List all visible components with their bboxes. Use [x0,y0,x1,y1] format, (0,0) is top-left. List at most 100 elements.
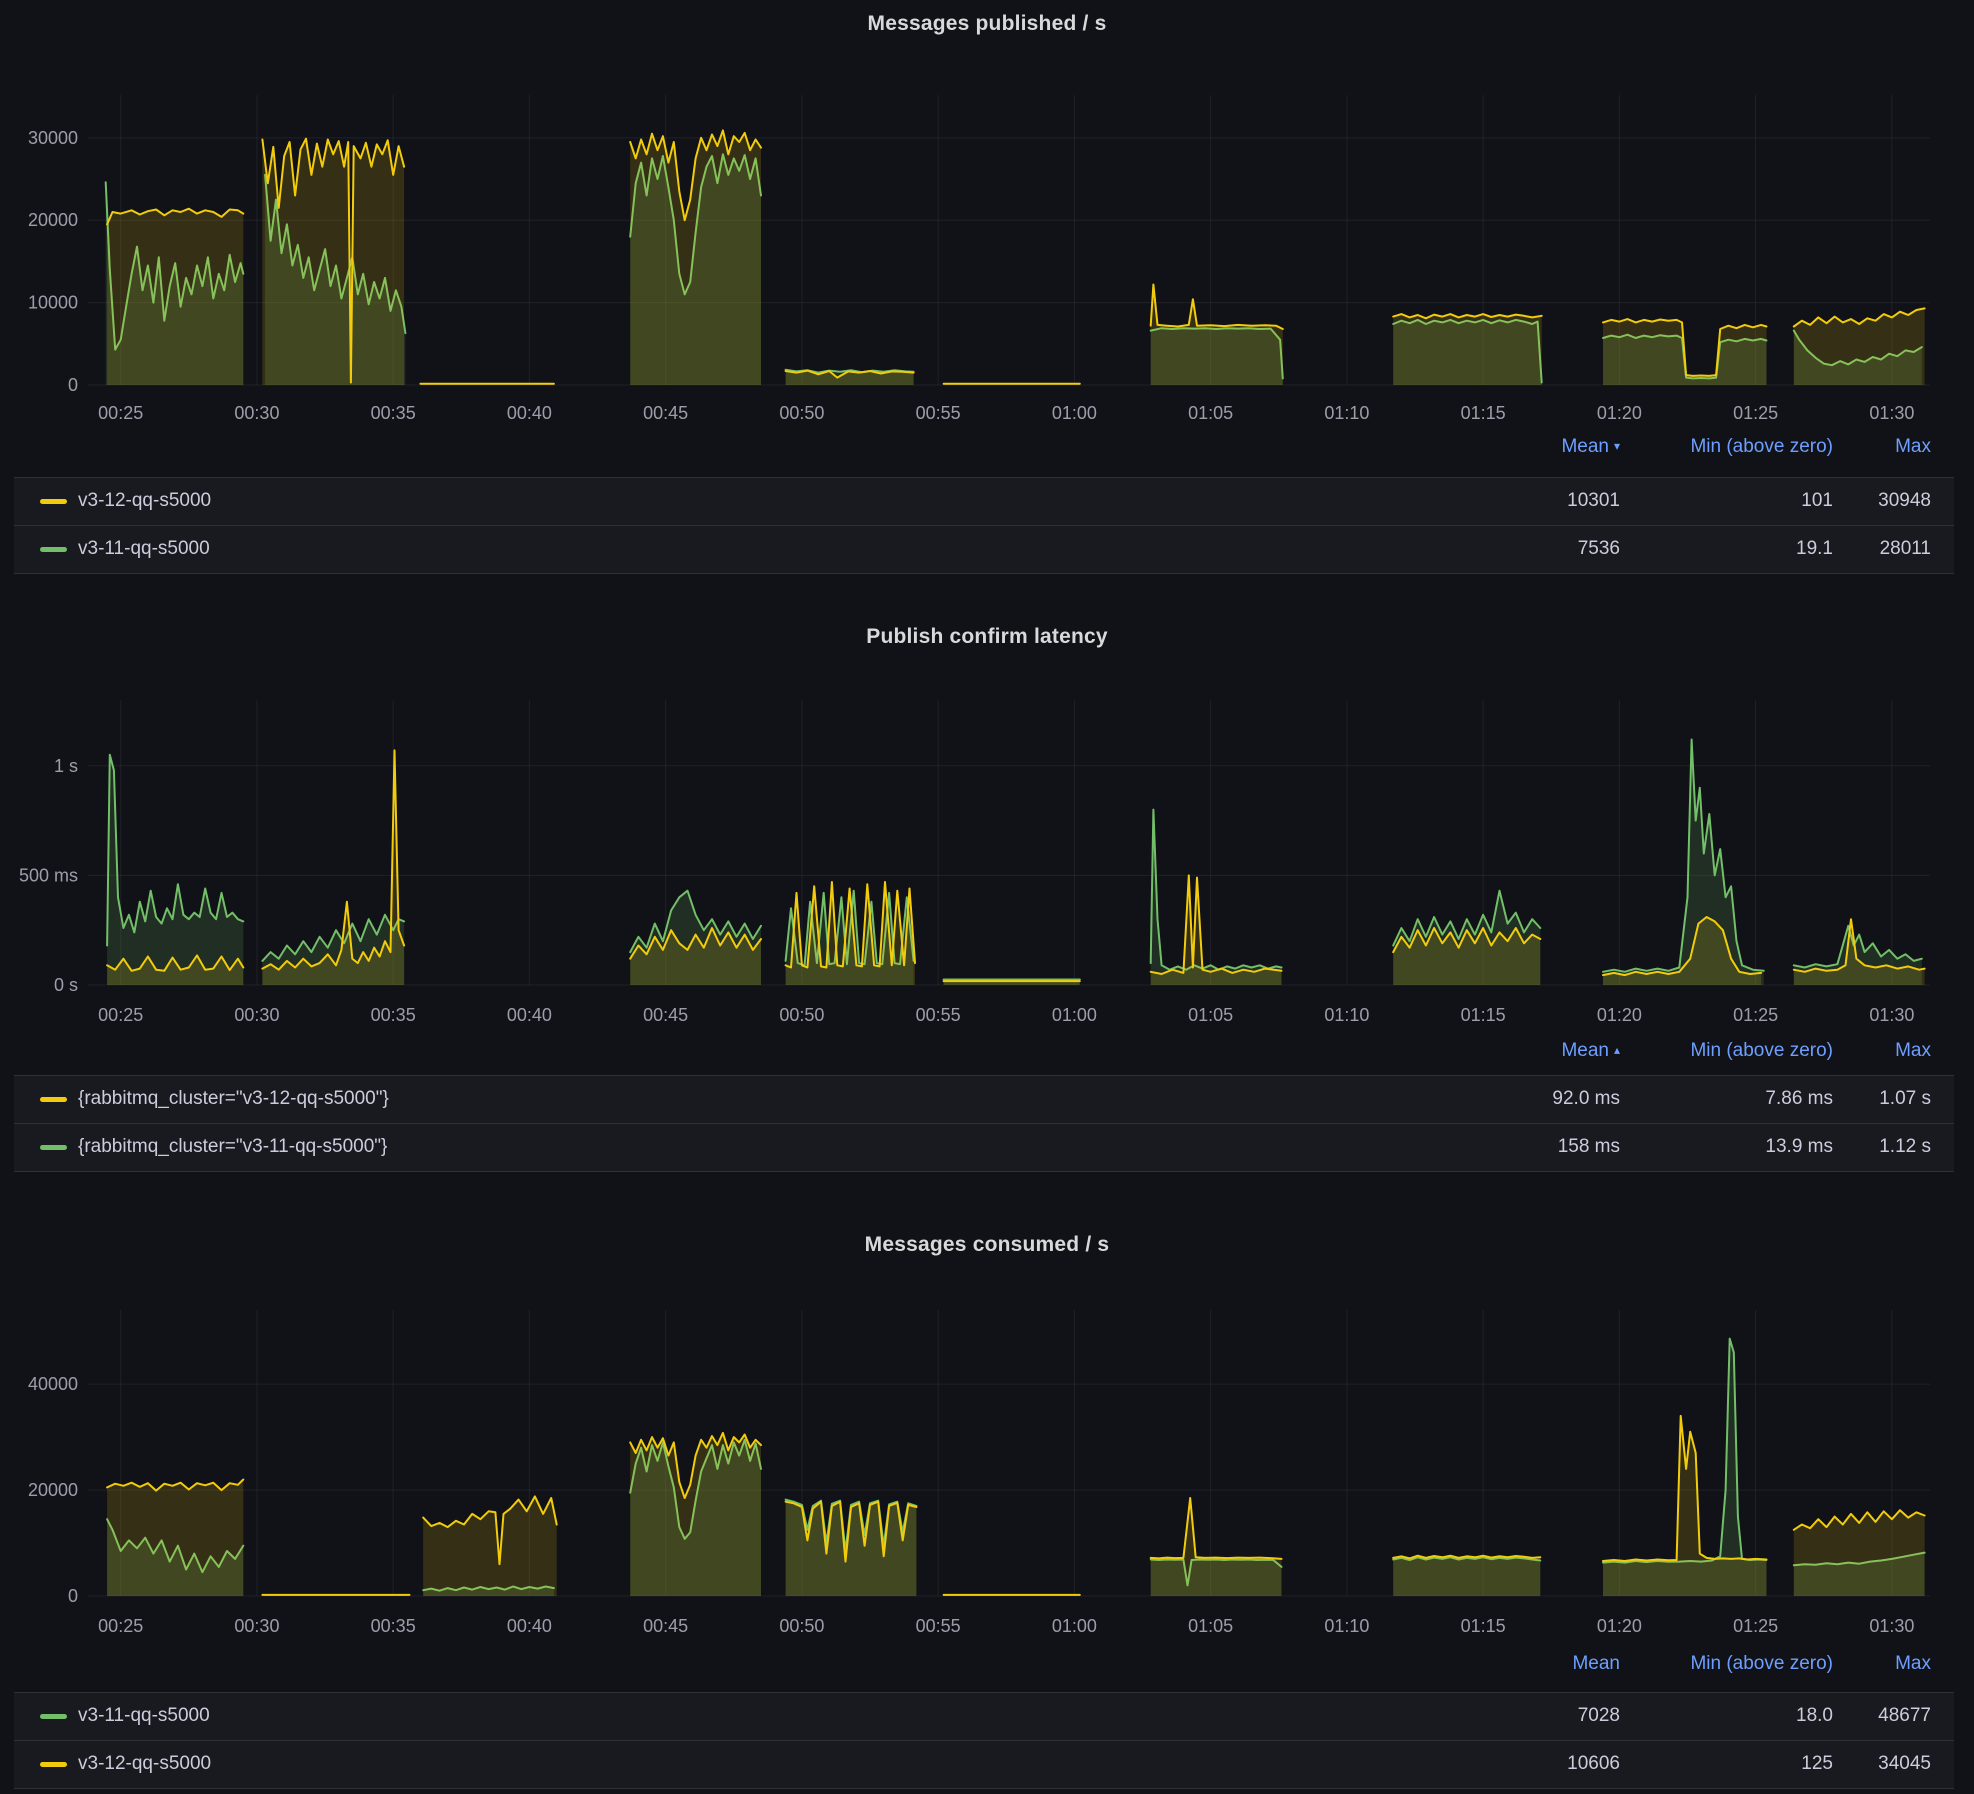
x-tick-label: 01:00 [1052,1616,1097,1636]
series-area-v3-11-qq-s5000 [105,154,1922,385]
x-tick-label: 00:50 [779,1616,824,1636]
panel-title-publish-confirm-latency: Publish confirm latency [866,625,1108,648]
legend-header: Mean Min (above zero) Max [14,1653,1954,1679]
series-swatch[interactable] [40,1714,67,1719]
chart-messages-consumed[interactable]: 0 20000 40000 00:25 00:30 00:35 00:40 00:45 00:5… [0,1175,1974,1794]
legend-min-value: 18.0 [1796,1705,1833,1726]
legend: v3-12-qq-s5000 10301 101 30948 v3-11-qq-s500… [14,477,1954,574]
x-tick-label: 01:05 [1188,403,1233,423]
x-tick-label: 00:35 [371,1616,416,1636]
panel-messages-published: Messages published / s 0 10000 20000 30000 0… [0,0,1974,585]
chart-publish-confirm-latency[interactable]: 0 s 500 ms 1 s 00:25 00:30 00:35 00:40 00:45 00:… [0,585,1974,1175]
series-line-v3-11-qq-s5000 [106,1337,1926,1592]
legend-column-max[interactable]: Max [1895,436,1931,458]
legend-row: v3-11-qq-s5000 7028 18.0 48677 [14,1692,1954,1740]
x-tick-label: 01:30 [1869,1616,1914,1636]
x-tick-label: 00:45 [643,403,688,423]
legend-column-max[interactable]: Max [1895,1653,1931,1675]
series-line-v3-11-qq-s5000 [104,153,1923,384]
legend-column-min-above-zero-label: Min (above zero) [1690,1653,1833,1674]
legend-column-max-label: Max [1895,1040,1931,1061]
y-tick-label: 20000 [28,210,78,230]
sort-asc-icon: ▴ [1613,1043,1620,1057]
series-area-v3-12-qq-s5000 [107,130,1925,385]
x-tick-label: 00:55 [916,403,961,423]
series-area-v3-11-qq-s5000 [107,1338,1925,1596]
x-tick-label: 00:40 [507,1005,552,1025]
legend-row: {rabbitmq_cluster="v3-11-qq-s5000"} 158 m… [14,1123,1954,1172]
series-label[interactable]: v3-11-qq-s5000 [78,1705,210,1726]
x-tick-label: 01:05 [1188,1005,1233,1025]
x-tick-label: 00:50 [779,1005,824,1025]
series-label[interactable]: {rabbitmq_cluster="v3-12-qq-s5000"} [78,1088,389,1109]
legend-max-value: 1.12 s [1879,1136,1931,1157]
series-label[interactable]: v3-12-qq-s5000 [78,490,212,511]
legend-column-min-above-zero[interactable]: Min (above zero) [1690,436,1833,458]
x-tick-label: 01:30 [1869,1005,1914,1025]
x-tick-label: 00:50 [779,403,824,423]
y-tick-label: 30000 [28,128,78,148]
legend-column-min-above-zero[interactable]: Min (above zero) [1690,1653,1833,1675]
y-tick-label: 0 s [54,975,78,995]
x-tick-label: 00:55 [916,1616,961,1636]
legend-max-value: 34045 [1878,1753,1931,1774]
y-tick-label: 0 [68,1586,78,1606]
legend-min-value: 101 [1801,490,1833,511]
x-tick-label: 01:25 [1733,403,1778,423]
legend-mean-value: 92.0 ms [1552,1088,1620,1109]
x-tick-label: 01:25 [1733,1616,1778,1636]
legend-column-mean[interactable]: Mean [1572,1653,1620,1675]
legend-row: v3-12-qq-s5000 10606 125 34045 [14,1740,1954,1789]
legend-column-min-above-zero-label: Min (above zero) [1690,436,1833,457]
series-label[interactable]: v3-11-qq-s5000 [78,538,210,559]
x-tick-label: 01:20 [1597,1616,1642,1636]
series-area-rabbitmq_cluster-v3-11-qq-s5000 [107,739,1922,985]
y-tick-label: 0 [68,375,78,395]
x-tick-label: 00:40 [507,1616,552,1636]
x-tick-label: 00:55 [916,1005,961,1025]
legend-header: Mean ▴ Min (above zero) Max [14,1040,1954,1066]
x-tick-label: 01:00 [1052,1005,1097,1025]
series-swatch[interactable] [40,1145,67,1150]
x-tick-label: 01:00 [1052,403,1097,423]
series-line-v3-12-qq-s5000 [106,129,1926,385]
legend-min-value: 19.1 [1796,538,1833,559]
legend-row: v3-11-qq-s5000 7536 19.1 28011 [14,525,1954,574]
y-tick-label: 40000 [28,1374,78,1394]
panel-title-messages-consumed: Messages consumed / s [864,1233,1110,1256]
legend-mean-value: 7028 [1577,1705,1620,1726]
chart-messages-published[interactable]: 0 10000 20000 30000 00:25 00:30 00:35 00:40 00:4… [0,0,1974,585]
y-tick-label: 1 s [54,756,78,776]
x-tick-label: 01:15 [1461,403,1506,423]
x-tick-label: 00:25 [98,1616,143,1636]
series-label[interactable]: {rabbitmq_cluster="v3-11-qq-s5000"} [78,1136,388,1157]
series-swatch[interactable] [40,547,67,552]
legend: v3-11-qq-s5000 7028 18.0 48677 v3-12-qq-s500… [14,1692,1954,1789]
legend-column-mean[interactable]: Mean ▾ [1561,436,1620,458]
legend-row: v3-12-qq-s5000 10301 101 30948 [14,477,1954,525]
series-label[interactable]: v3-12-qq-s5000 [78,1753,212,1774]
legend-column-min-above-zero-label: Min (above zero) [1690,1040,1833,1061]
x-tick-label: 01:30 [1869,403,1914,423]
series-swatch[interactable] [40,1762,67,1767]
series-swatch[interactable] [40,1097,67,1102]
x-tick-label: 01:10 [1324,403,1369,423]
x-tick-label: 00:45 [643,1005,688,1025]
legend-column-max-label: Max [1895,1653,1931,1674]
x-tick-label: 00:25 [98,403,143,423]
legend-column-mean-label: Mean [1572,1653,1620,1674]
x-tick-label: 00:30 [234,1616,279,1636]
x-tick-label: 01:20 [1597,403,1642,423]
x-tick-label: 00:30 [234,1005,279,1025]
x-tick-label: 00:25 [98,1005,143,1025]
legend: {rabbitmq_cluster="v3-12-qq-s5000"} 92.0 … [14,1075,1954,1172]
legend-column-mean[interactable]: Mean ▴ [1561,1040,1620,1062]
legend-mean-value: 10606 [1567,1753,1620,1774]
x-tick-label: 00:40 [507,403,552,423]
x-tick-label: 01:25 [1733,1005,1778,1025]
series-swatch[interactable] [40,499,67,504]
series-area-v3-12-qq-s5000 [107,1415,1925,1596]
legend-column-min-above-zero[interactable]: Min (above zero) [1690,1040,1833,1062]
legend-column-max[interactable]: Max [1895,1040,1931,1062]
x-tick-label: 01:10 [1324,1616,1369,1636]
